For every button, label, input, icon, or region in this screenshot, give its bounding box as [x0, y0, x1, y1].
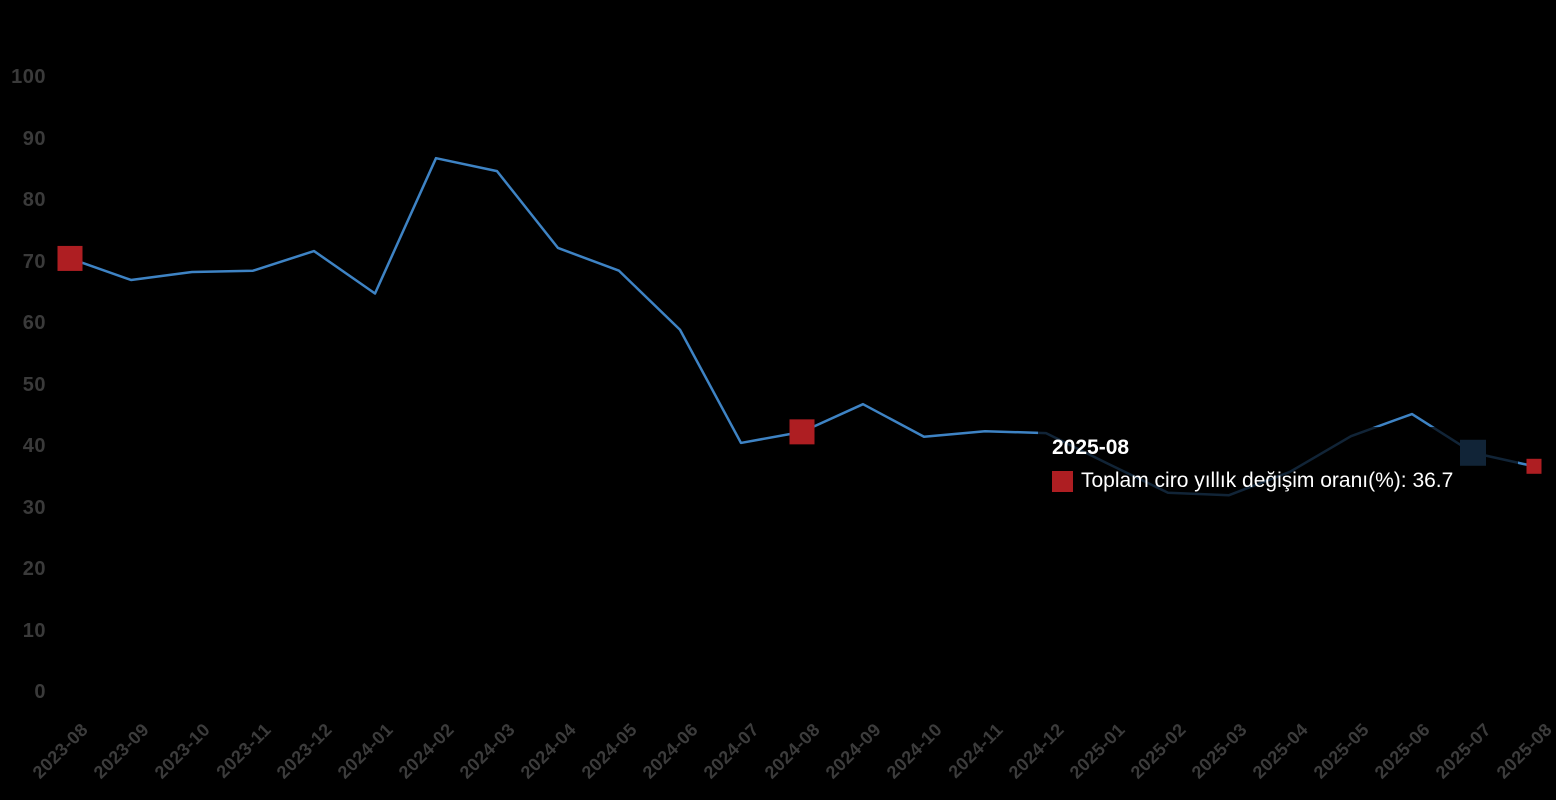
y-axis-label: 10	[22, 619, 46, 642]
tooltip-series-text: Toplam ciro yıllık değişim oranı(%): 36.…	[1081, 469, 1453, 493]
y-axis-label: 60	[22, 312, 46, 334]
tooltip-title: 2025-08	[1052, 436, 1130, 459]
y-axis-label: 40	[22, 435, 46, 457]
data-point-marker[interactable]	[789, 419, 815, 445]
y-axis-label: 90	[22, 127, 46, 150]
tooltip-value: 36.7	[1412, 469, 1454, 493]
tooltip: 2025-08 Toplam ciro yıllık değişim oranı…	[1038, 427, 1518, 515]
data-point-marker[interactable]	[1526, 458, 1542, 474]
tooltip-series-label: Toplam ciro yıllık değişim oranı(%)	[1081, 469, 1401, 493]
data-point-marker[interactable]	[57, 245, 83, 271]
y-axis-label: 30	[22, 496, 46, 519]
tooltip-row: Toplam ciro yıllık değişim oranı(%): 36.…	[1052, 469, 1518, 493]
y-axis-label: 80	[22, 189, 46, 211]
y-axis-label: 100	[11, 66, 46, 88]
y-axis-label: 50	[22, 373, 46, 396]
y-axis-label: 70	[22, 250, 46, 273]
series-swatch-icon	[1052, 470, 1073, 492]
y-axis-label: 0	[34, 681, 46, 703]
y-axis-label: 20	[22, 558, 46, 580]
tooltip-separator: :	[1400, 469, 1413, 493]
